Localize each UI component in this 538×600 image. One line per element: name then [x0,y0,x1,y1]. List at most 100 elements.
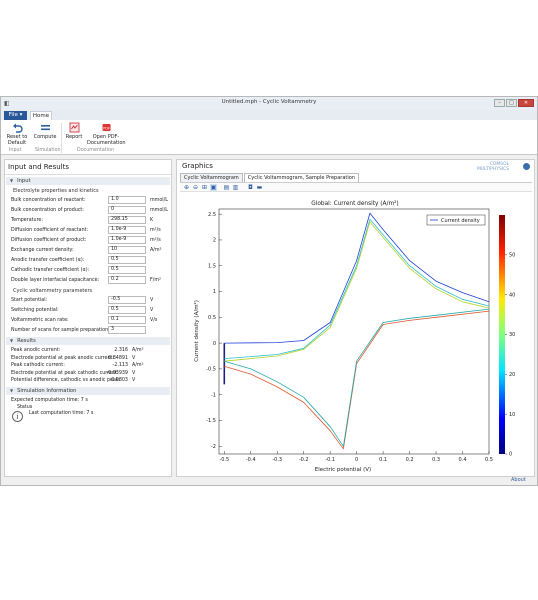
panel-title: Input and Results [5,160,171,175]
maximize-button[interactable]: □ [506,99,517,107]
parameter-input[interactable]: 0.1 [108,316,146,324]
group-documentation-label: Documentation [77,148,114,153]
print-icon[interactable]: ▬ [256,184,263,191]
x-tick-label: 0.1 [379,457,387,463]
result-unit: V [132,355,136,361]
colorbar-tick-label: 10 [509,412,515,418]
chart-ylabel: Current density (A/m²) [193,300,200,362]
parameter-unit: V [150,298,154,303]
tab-home[interactable]: Home [30,111,52,120]
parameter-row: Diffusion coefficient of reactant: 1.0e-9… [5,225,171,235]
parameter-input[interactable]: 10 [108,246,146,254]
zoom-in-icon[interactable]: ⊕ [183,184,190,191]
result-label: Electrode potential at peak cathodic cur… [11,370,119,376]
x-tick-label: -0.1 [325,457,335,463]
parameter-row: Cathodic transfer coefficient (α): 0.5 [5,265,171,275]
grid-icon[interactable]: ▤ [223,184,230,191]
zoom-out-icon[interactable]: ⊖ [192,184,199,191]
results-section-header[interactable]: ▼ Results [6,337,170,345]
collapse-icon: ▼ [10,178,14,183]
result-value: -2.113 [112,363,128,368]
app-window: ◧ Untitled.mph - Cyclic Voltammetry – □ … [0,96,538,486]
parameter-label: Double layer interfacial capacitance: [11,278,100,283]
reset-to-default-button[interactable]: Reset to Default [5,122,29,146]
parameter-input[interactable]: 0.5 [108,256,146,264]
y-tick-label: 0.5 [208,315,216,321]
cv-heading: Cyclic voltammetry parameters [13,288,93,294]
y-tick-label: 2.5 [208,212,216,218]
cv-parameter-list: Start potential: -0.5 V Switching potential… [5,295,171,335]
plot-area [218,208,490,455]
parameter-label: Bulk concentration of reactant: [11,198,86,203]
result-label: Peak anodic current: [11,348,61,353]
x-tick-label: 0 [355,457,358,463]
x-tick-label: 0.4 [459,457,467,463]
parameter-label: Cathodic transfer coefficient (α): [11,268,90,273]
close-button[interactable]: ✕ [518,99,534,107]
result-row: Electrode potential at peak anodic curre… [5,355,171,363]
report-button[interactable]: Report [64,122,84,141]
colorbar-tick-label: 50 [509,253,515,259]
reset-label: Reset to Default [6,134,28,146]
parameter-input[interactable]: 298.15 [108,216,146,224]
result-label: Potential difference, cathodic vs anodic… [11,378,121,383]
graphics-title: Graphics [182,162,213,170]
zoom-extents-icon[interactable]: ▣ [210,184,217,191]
result-value: -0.03939 [106,370,128,376]
voltammogram-chart: Global: Current density (A/m²) Electric … [193,200,515,473]
legend-label: Current density [441,218,480,224]
parameter-input[interactable]: 1.0e-9 [108,226,146,234]
group-input-label: Input [9,148,22,153]
info-icon: i [12,410,23,422]
comsol-logo: COMSOL MULTIPHYSICS [477,162,509,172]
legend-icon[interactable]: ▥ [232,184,239,191]
title-bar: ◧ Untitled.mph - Cyclic Voltammetry – □ … [1,97,537,110]
compute-button[interactable]: Compute [33,122,57,141]
zoom-box-icon[interactable]: ⊞ [201,184,208,191]
parameter-input[interactable]: 0 [108,206,146,214]
parameter-input[interactable]: 3 [108,326,146,334]
parameter-input[interactable]: 0.5 [108,266,146,274]
parameter-label: Start potential: [11,298,48,303]
open-pdf-label: Open PDF- Documentation [87,134,126,146]
minimize-button[interactable]: – [494,99,505,107]
parameter-unit: A/m² [150,248,162,253]
group-simulation-label: Simulation [35,148,61,153]
equals-icon [40,125,50,131]
y-tick-label: -1 [211,392,216,398]
x-tick-label: 0.3 [432,457,440,463]
results-section-label: Results [17,338,36,344]
parameter-label: Diffusion coefficient of product: [11,238,87,243]
parameter-row: Exchange current density: 10 A/m² [5,245,171,255]
parameter-label: Bulk concentration of product: [11,208,84,213]
x-tick-label: 0.5 [485,457,493,463]
y-tick-label: 0 [213,341,216,347]
collapse-icon: ▼ [10,387,14,393]
result-value: 0.0803 [111,378,128,383]
y-tick-label: -1.5 [206,418,216,424]
parameter-row: Diffusion coefficient of product: 1.0e-9 m… [5,235,171,245]
parameter-input[interactable]: 1.0e-9 [108,236,146,244]
file-menu-button[interactable]: File ▾ [4,111,27,120]
results-list: Peak anodic current: 2.316 A/m² Electrode p… [5,345,171,385]
about-link[interactable]: About [511,477,526,483]
parameter-input[interactable]: -0.5 [108,296,146,304]
tab-cyclic-voltammogram[interactable]: Cyclic Voltammogram [180,173,243,182]
parameter-input[interactable]: 0.2 [108,276,146,284]
result-row: Peak anodic current: 2.316 A/m² [5,347,171,355]
result-value: 2.316 [114,348,128,353]
siminfo-section-header[interactable]: ▼ Simulation Information [6,386,170,395]
x-tick-label: 0.2 [406,457,414,463]
tab-sample-preparation[interactable]: Cyclic Voltammogram, Sample Preparation [243,173,359,182]
parameter-input[interactable]: 0.5 [108,306,146,314]
expected-time: Expected computation time: 7 s [11,397,88,403]
parameter-row: Bulk concentration of reactant: 1.0 mmol/L [5,195,171,205]
parameter-row: Switching potential: 0.5 V [5,305,171,315]
input-section-header[interactable]: ▼ Input [6,177,170,185]
series-line [224,310,490,450]
open-pdf-documentation-button[interactable]: PDF Open PDF- Documentation [87,122,126,146]
parameter-unit: mmol/L [150,198,168,203]
camera-icon[interactable]: ◘ [248,184,253,191]
parameter-input[interactable]: 1.0 [108,196,146,204]
parameter-unit: V/s [150,318,158,323]
